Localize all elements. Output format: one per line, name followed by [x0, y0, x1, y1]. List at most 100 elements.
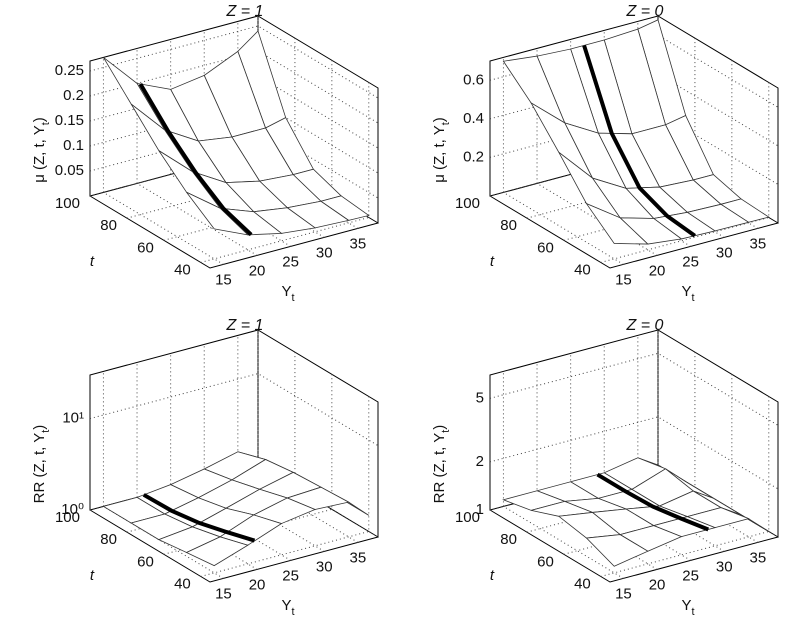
t-tick-label: 100 — [55, 509, 80, 526]
floor-edge — [89, 195, 379, 269]
z-label-sub: t — [40, 430, 52, 433]
z-axis-label: μ (Z, t, Yt) — [431, 117, 452, 183]
x-tick-label: 30 — [716, 558, 733, 575]
t-tick-label: 100 — [55, 195, 80, 212]
x-tick-label: 15 — [615, 271, 632, 288]
grid-line — [489, 352, 779, 426]
panel: 10⁰ 10¹ 15 20 25 30 35 40 60 80 100 Z = 1 RR (Z, t, … — [31, 317, 379, 618]
floor-edge — [89, 509, 379, 583]
panel-title: Z = 0 — [626, 317, 664, 334]
t-tick-label: 60 — [537, 553, 554, 570]
x-tick-label: 25 — [282, 253, 299, 270]
z-label-text: RR (Z, t, Y — [431, 433, 448, 504]
floor-edge — [489, 195, 779, 269]
x-tick-label: 35 — [749, 235, 766, 252]
highlight-curve — [138, 82, 253, 237]
x-tick-label: 15 — [215, 271, 232, 288]
t-tick-label: 80 — [100, 531, 117, 548]
z-tick-label: 0.15 — [55, 112, 84, 129]
t-tick-label: 40 — [574, 575, 591, 592]
x-tick-label: 30 — [716, 244, 733, 261]
z-axis-label: RR (Z, t, Yt) — [431, 425, 452, 504]
panel-title: Z = 1 — [226, 3, 264, 20]
x-tick-label: 20 — [649, 262, 666, 279]
x-axis-label: Yt — [281, 597, 294, 618]
z-label-text: ) — [31, 425, 48, 430]
t-tick-label: 60 — [537, 239, 554, 256]
x-tick-label: 20 — [249, 262, 266, 279]
z-tick-label: 10¹ — [62, 410, 84, 427]
surface-cell — [186, 191, 250, 236]
t-tick-label: 80 — [100, 217, 117, 234]
x-label-text: Y — [281, 283, 291, 300]
t-axis-label: t — [90, 253, 95, 270]
x-label-sub: t — [691, 292, 694, 304]
x-tick-label: 30 — [316, 244, 333, 261]
z-label-text: ) — [31, 117, 48, 122]
x-tick-label: 30 — [316, 558, 333, 575]
x-tick-label: 20 — [249, 576, 266, 593]
surface-cell — [585, 534, 649, 567]
x-label-sub: t — [691, 606, 694, 618]
x-label-sub: t — [291, 606, 294, 618]
x-tick-label: 15 — [615, 585, 632, 602]
z-label-text: ) — [431, 117, 448, 122]
t-tick-label: 80 — [500, 531, 517, 548]
t-tick-label: 40 — [574, 261, 591, 278]
x-axis-label: Yt — [681, 597, 694, 618]
z-tick-label: 2 — [476, 453, 484, 470]
z-axis-label: RR (Z, t, Yt) — [31, 425, 52, 504]
x-tick-label: 35 — [349, 549, 366, 566]
highlight-curve — [582, 44, 697, 238]
z-label-text: ) — [431, 425, 448, 430]
grid-line — [89, 373, 379, 447]
panel: 0.05 0.1 0.15 0.2 0.25 15 20 25 30 35 40 60 80 100 Z =… — [31, 3, 379, 304]
t-tick-label: 40 — [174, 261, 191, 278]
z-label-text: μ (Z, t, Y — [31, 125, 48, 183]
panel-title: Z = 0 — [626, 3, 664, 20]
z-tick-label: 0.4 — [463, 110, 484, 127]
floor-edge — [489, 509, 779, 583]
z-tick-label: 0.25 — [55, 62, 84, 79]
z-label-sub: t — [440, 122, 452, 125]
surface-cell — [585, 202, 649, 245]
panel-title: Z = 1 — [226, 317, 264, 334]
t-axis-label: t — [90, 567, 95, 584]
t-axis-label: t — [490, 567, 495, 584]
t-tick-label: 80 — [500, 217, 517, 234]
z-label-sub: t — [40, 122, 52, 125]
highlight-curve — [142, 493, 256, 543]
x-axis-label: Yt — [281, 283, 294, 304]
x-label-sub: t — [291, 292, 294, 304]
x-tick-label: 25 — [682, 253, 699, 270]
t-axis-label: t — [490, 253, 495, 270]
x-label-text: Y — [681, 597, 691, 614]
x-label-text: Y — [681, 283, 691, 300]
x-tick-label: 20 — [649, 576, 666, 593]
z-tick-label: 0.2 — [463, 148, 484, 165]
z-label-text: RR (Z, t, Y — [31, 433, 48, 504]
z-tick-label: 0.05 — [55, 162, 84, 179]
x-tick-label: 25 — [282, 567, 299, 584]
t-tick-label: 60 — [137, 239, 154, 256]
t-tick-label: 100 — [455, 195, 480, 212]
x-label-text: Y — [281, 597, 291, 614]
t-tick-label: 100 — [455, 509, 480, 526]
surface-cell — [185, 536, 249, 567]
z-tick-label: 1 — [476, 501, 484, 518]
x-tick-label: 35 — [749, 549, 766, 566]
z-axis-label: μ (Z, t, Yt) — [31, 117, 52, 183]
z-label-text: μ (Z, t, Y — [431, 125, 448, 183]
x-tick-label: 25 — [682, 567, 699, 584]
z-tick-label: 0.1 — [63, 137, 84, 154]
z-tick-label: 0.2 — [63, 87, 84, 104]
t-tick-label: 40 — [174, 575, 191, 592]
highlight-curve — [596, 472, 710, 532]
x-tick-label: 15 — [215, 585, 232, 602]
z-tick-label: 10⁰ — [61, 501, 84, 518]
t-tick-label: 60 — [137, 553, 154, 570]
z-label-sub: t — [440, 430, 452, 433]
z-tick-label: 5 — [476, 389, 484, 406]
panel: 0.2 0.4 0.6 15 20 25 30 35 40 60 80 100 Z = 0 μ (Z, t… — [431, 3, 779, 304]
